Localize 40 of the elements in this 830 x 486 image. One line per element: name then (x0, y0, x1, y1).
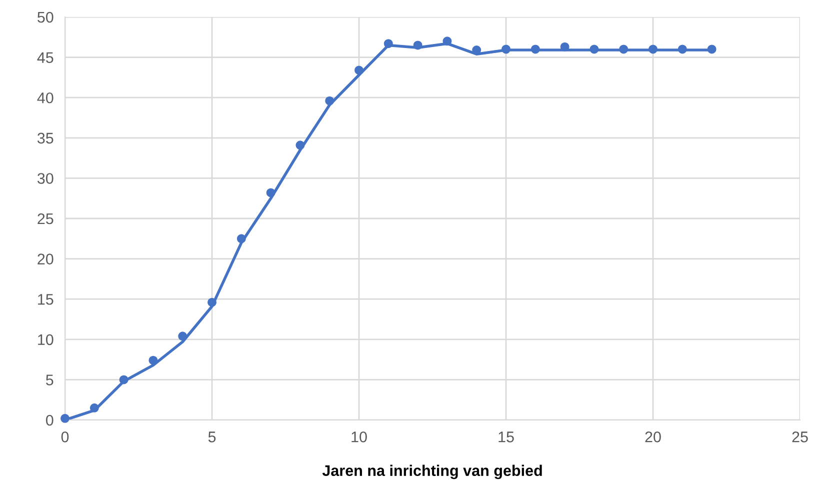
point (707, 44, 716, 54)
point (296, 140, 305, 150)
point (678, 44, 687, 54)
point (119, 375, 128, 384)
y-tick-label: 50 (38, 12, 54, 23)
point (590, 44, 599, 54)
x-tick-label: 25 (792, 432, 808, 442)
point (148, 356, 158, 365)
x-axis-title: Jaren na inrichting van gebied (322, 464, 542, 480)
y-tick-label: 30 (37, 173, 54, 184)
point (90, 403, 99, 412)
point (619, 44, 628, 54)
y-tick-label: 25 (38, 213, 54, 224)
point (325, 96, 334, 106)
y-tick-label: 15 (38, 294, 54, 305)
x-tick-label: 5 (208, 432, 216, 442)
x-tick-label: 15 (498, 432, 514, 442)
point (354, 66, 364, 75)
point (413, 40, 422, 50)
point (236, 234, 246, 244)
x-tick-label: 20 (645, 432, 661, 442)
point (266, 188, 276, 198)
point (560, 42, 570, 52)
y-tick-label: 5 (46, 374, 54, 386)
y-tick-label: 0 (46, 414, 54, 426)
x-tick-label: 0 (61, 432, 69, 442)
y-tick-label: 45 (37, 52, 54, 63)
point (502, 44, 510, 54)
point (648, 44, 658, 54)
point (208, 298, 216, 307)
point (384, 39, 393, 48)
point (178, 332, 188, 341)
y-tick-label: 40 (37, 92, 54, 104)
point (60, 414, 70, 423)
y-tick-label: 35 (37, 132, 54, 144)
x-tick-label: 10 (352, 432, 367, 442)
point (442, 36, 452, 46)
y-tick-label: 10 (38, 334, 54, 346)
point (530, 44, 540, 54)
y-tick-label: 20 (38, 254, 54, 264)
